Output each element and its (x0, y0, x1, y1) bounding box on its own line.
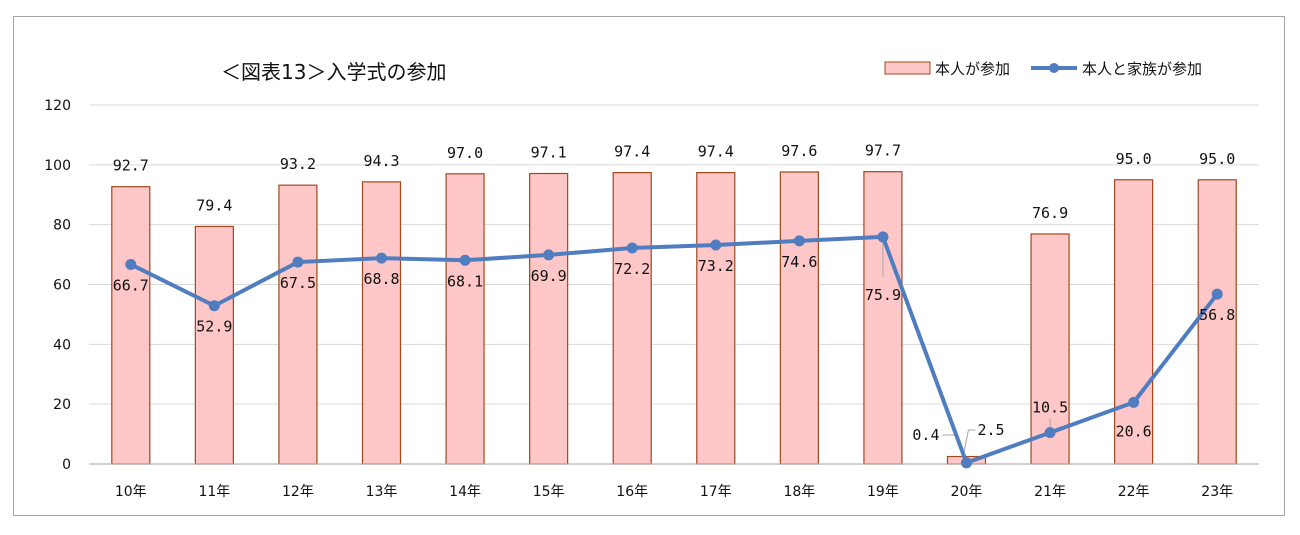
legend-line-marker (1049, 63, 1059, 73)
bar-value-label: 97.4 (614, 143, 650, 161)
line-point-20年 (961, 457, 972, 469)
bar-11年 (194, 225, 234, 465)
bar-23年 (1197, 179, 1237, 465)
chart-frame: ＜図表13＞入学式の参加 本人が参加 本人と家族が参加 0 20 40 60 80 100 120… (13, 16, 1285, 516)
bar-16年 (612, 172, 652, 465)
leader-line-bar-20 (963, 429, 976, 455)
chart-title: ＜図表13＞入学式の参加 (221, 60, 446, 84)
bar-value-label: 2.5 (978, 421, 1005, 439)
y-tick-label: 0 (62, 457, 71, 473)
y-tick-label: 100 (44, 158, 71, 174)
bar-value-label: 92.7 (113, 157, 149, 175)
x-tick-label: 16年 (616, 484, 648, 500)
x-tick-label: 19年 (867, 484, 899, 500)
line-value-label: 73.2 (698, 257, 734, 275)
line-value-label: 52.9 (196, 318, 232, 336)
line-point-11年 (208, 300, 220, 312)
chart-svg: ＜図表13＞入学式の参加 本人が参加 本人と家族が参加 0 20 40 60 80 100 120… (44, 60, 1259, 500)
y-tick-label: 120 (44, 98, 71, 114)
bar-value-label: 79.4 (196, 196, 232, 214)
line-value-label: 20.6 (1116, 422, 1152, 440)
legend-bar-label: 本人が参加 (935, 60, 1010, 78)
line-point-19年 (877, 231, 889, 243)
x-tick-label: 10年 (115, 484, 147, 500)
bar-value-label: 97.0 (447, 144, 483, 162)
line-value-label: 0.4 (912, 426, 939, 444)
bar-value-label: 97.1 (531, 144, 567, 162)
bar-value-label: 93.2 (280, 155, 316, 173)
legend-line-label: 本人と家族が参加 (1082, 60, 1202, 78)
bar-10年 (111, 186, 151, 465)
bar-14年 (445, 173, 485, 465)
bar-value-label: 95.0 (1199, 150, 1235, 168)
bar-18年 (779, 171, 819, 465)
legend-bar-swatch (884, 61, 931, 75)
x-tick-label: 15年 (533, 484, 565, 500)
line-value-label: 10.5 (1032, 399, 1068, 417)
y-tick-label: 80 (53, 218, 71, 234)
bar-value-label: 97.7 (865, 142, 901, 160)
x-tick-label: 22年 (1118, 484, 1150, 500)
bar-value-label: 97.4 (698, 143, 734, 161)
x-tick-label: 17年 (700, 484, 732, 500)
bar-15年 (529, 172, 569, 465)
x-tick-label: 23年 (1201, 484, 1233, 500)
x-tick-label: 13年 (366, 484, 398, 500)
bar-22年 (1114, 179, 1154, 465)
y-tick-label: 60 (53, 278, 71, 294)
line-point-18年 (793, 235, 805, 247)
bar-value-label: 97.6 (781, 142, 817, 160)
line-point-15年 (543, 249, 555, 261)
line-point-17年 (710, 239, 722, 251)
bar-value-label: 95.0 (1116, 150, 1152, 168)
line-point-14年 (459, 254, 471, 266)
line-series-path (129, 234, 1219, 465)
line-value-label: 74.6 (781, 253, 817, 271)
bar-12年 (278, 184, 318, 465)
line-point-23年 (1211, 288, 1223, 300)
bar-13年 (361, 181, 402, 465)
line-point-12年 (292, 256, 304, 268)
bar-value-label: 76.9 (1032, 204, 1068, 222)
line-value-label: 72.2 (614, 260, 650, 278)
line-value-label: 67.5 (280, 274, 316, 292)
y-tick-label: 20 (53, 397, 71, 413)
x-tick-label: 18年 (783, 484, 815, 500)
bar-21年 (1030, 233, 1070, 465)
line-point-16年 (626, 242, 638, 254)
x-tick-label: 12年 (282, 484, 314, 500)
line-value-label: 69.9 (531, 267, 567, 285)
x-tick-label: 11年 (198, 484, 230, 500)
line-point-13年 (376, 252, 387, 264)
x-tick-label: 14年 (449, 484, 481, 500)
bar-19年 (863, 171, 903, 465)
line-value-label: 56.8 (1199, 306, 1235, 324)
line-point-21年 (1044, 427, 1056, 439)
line-value-label: 75.9 (865, 286, 901, 304)
line-point-10年 (125, 258, 137, 270)
line-value-label: 66.7 (113, 276, 149, 294)
line-value-label: 68.8 (363, 270, 399, 288)
line-point-22年 (1128, 396, 1140, 408)
bar-value-label: 94.3 (363, 152, 399, 170)
line-value-label: 68.1 (447, 272, 483, 290)
x-tick-label: 20年 (951, 484, 983, 500)
y-tick-label: 40 (53, 337, 71, 353)
bar-17年 (696, 172, 736, 465)
x-tick-label: 21年 (1034, 484, 1066, 500)
